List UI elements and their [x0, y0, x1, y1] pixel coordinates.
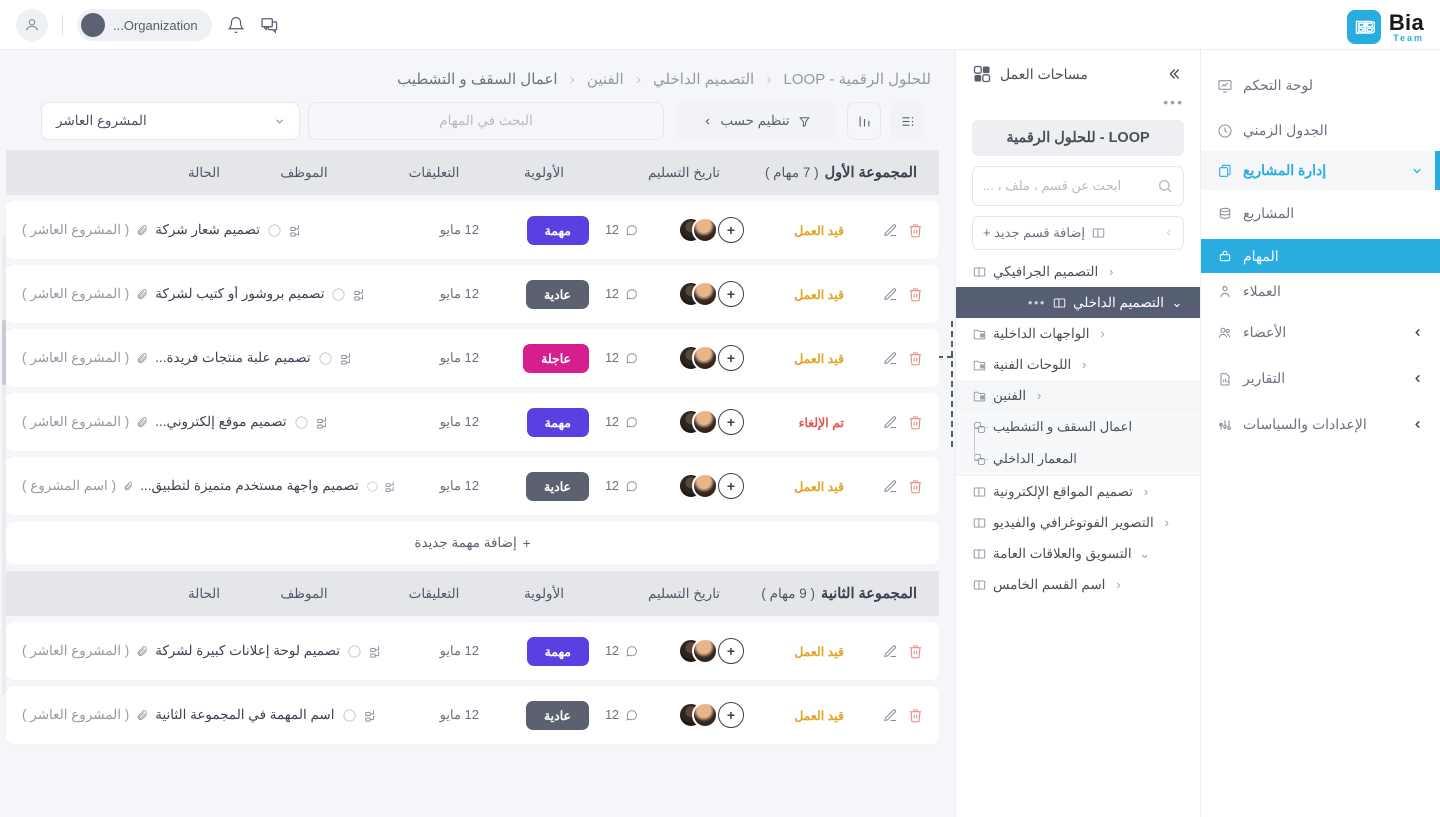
svg-text:BB: BB: [1355, 18, 1375, 36]
